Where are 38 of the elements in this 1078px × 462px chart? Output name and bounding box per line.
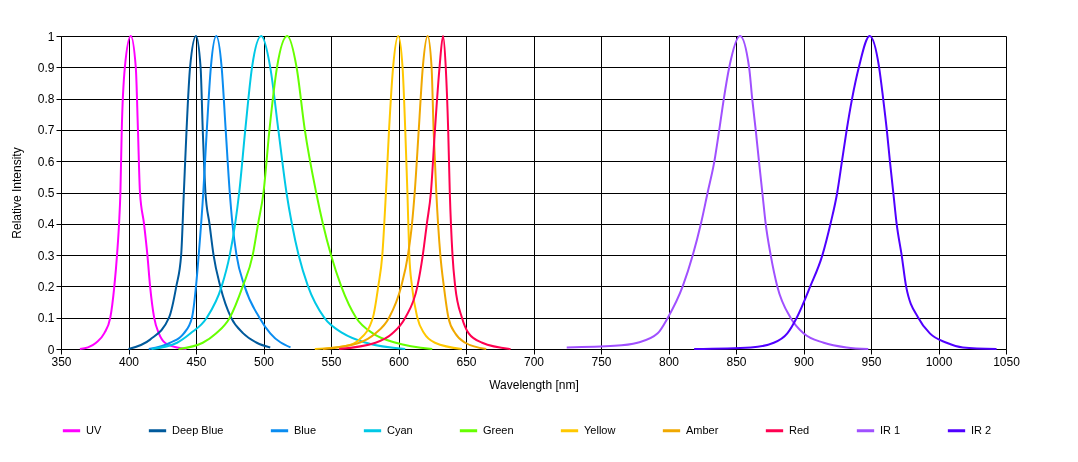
x-axis-title: Wavelength [nm]: [489, 377, 579, 392]
legend-label: Red: [789, 423, 810, 436]
y-tick-label: 0.6: [37, 154, 55, 169]
x-tick-label: 900: [793, 354, 815, 369]
legend-label: Green: [483, 423, 514, 436]
y-tick-label: 1: [47, 29, 55, 44]
x-tick-label: 850: [726, 354, 747, 369]
x-tick-label: 400: [118, 354, 140, 369]
x-tick-label: 650: [456, 354, 477, 369]
legend-label: IR 1: [880, 423, 901, 436]
x-tick-label: 750: [591, 354, 612, 369]
y-tick-label: 0.1: [37, 311, 55, 326]
y-tick-label: 0.5: [37, 186, 55, 200]
x-tick-label: 1000: [925, 354, 953, 369]
x-tick-label: 350: [51, 354, 72, 369]
x-tick-label: 950: [861, 354, 882, 369]
legend-label: Deep Blue: [172, 423, 224, 436]
y-tick-label: 0.3: [37, 248, 55, 263]
legend-label: UV: [86, 423, 102, 436]
x-tick-label: 500: [253, 354, 275, 369]
x-tick-label: 800: [658, 354, 680, 369]
y-axis-title: Relative Intensity: [9, 147, 24, 239]
x-tick-label: 700: [523, 354, 545, 369]
y-tick-label: 0.7: [37, 123, 55, 138]
legend-label: Cyan: [387, 423, 413, 436]
x-tick-label: 1050: [993, 354, 1021, 369]
x-tick-label: 600: [388, 354, 410, 369]
y-tick-label: 0.4: [37, 217, 55, 232]
legend-label: Yellow: [584, 423, 616, 436]
y-tick-label: 0: [47, 342, 55, 357]
x-tick-label: 450: [186, 354, 207, 369]
x-tick-label: 550: [321, 354, 342, 369]
y-tick-label: 0.9: [37, 60, 55, 75]
legend-label: Amber: [686, 423, 719, 436]
y-tick-label: 0.2: [37, 279, 55, 294]
legend-label: IR 2: [971, 423, 992, 436]
legend-label: Blue: [294, 423, 317, 436]
y-tick-label: 0.8: [37, 92, 55, 107]
